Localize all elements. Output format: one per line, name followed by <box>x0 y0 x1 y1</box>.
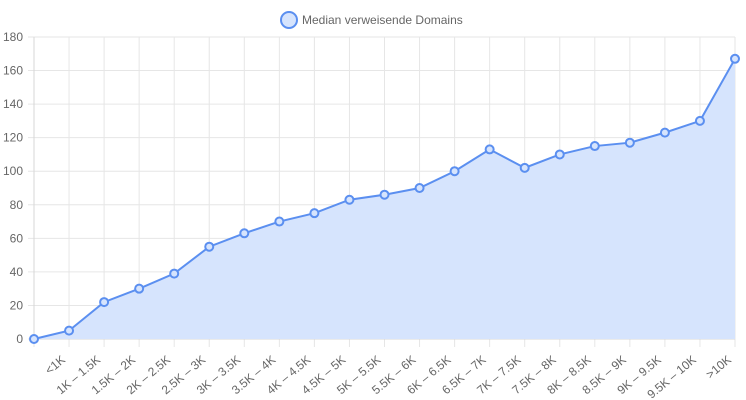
x-tick-label: >10K <box>703 353 734 382</box>
y-tick-label: 80 <box>10 198 24 212</box>
x-tick-label: <1K <box>42 353 68 378</box>
data-point <box>344 194 355 205</box>
data-point <box>99 297 110 308</box>
data-point <box>169 268 180 279</box>
data-point <box>274 216 285 227</box>
data-point <box>64 325 75 336</box>
data-point <box>379 189 390 200</box>
data-point <box>134 283 145 294</box>
y-tick-label: 100 <box>3 164 23 178</box>
y-axis-labels: 0 20 40 60 80 100 120 140 160 180 <box>3 30 23 346</box>
data-point <box>29 334 39 344</box>
data-point <box>659 127 670 138</box>
data-point <box>589 141 600 152</box>
data-point <box>554 149 565 160</box>
data-point <box>624 137 635 148</box>
data-point <box>484 144 495 155</box>
data-point <box>309 208 320 219</box>
y-tick-label: 0 <box>16 332 23 346</box>
point-layer <box>29 53 740 344</box>
y-tick-label: 160 <box>3 64 23 78</box>
data-point <box>449 166 460 177</box>
y-tick-label: 60 <box>10 231 24 245</box>
legend-label: Median verweisende Domains <box>302 13 463 27</box>
data-point <box>414 183 425 193</box>
data-point <box>204 241 215 252</box>
y-tick-label: 180 <box>3 30 23 44</box>
data-point <box>239 228 250 239</box>
data-point <box>730 53 740 64</box>
y-tick-label: 140 <box>3 97 23 111</box>
data-point <box>694 115 705 126</box>
legend[interactable]: Median verweisende Domains <box>280 11 463 29</box>
legend-marker-icon <box>280 11 298 29</box>
data-point <box>519 162 530 173</box>
y-tick-label: 120 <box>3 131 23 145</box>
y-tick-label: 20 <box>10 298 24 312</box>
y-tick-label: 40 <box>10 265 24 279</box>
